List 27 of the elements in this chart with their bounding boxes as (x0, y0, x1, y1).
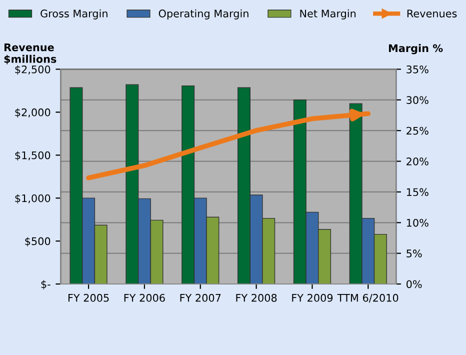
y2-tick-label: 25% (406, 126, 428, 135)
y2-tick-label: 5% (406, 250, 422, 258)
y-tick-label: $- (41, 280, 50, 290)
y-axis-title: Revenue $millions (4, 44, 56, 64)
x-tick-label: FY 2005 (68, 294, 109, 302)
y2-tick-label: 10% (406, 218, 428, 227)
y2-tick-label: 30% (406, 96, 428, 104)
y2-tick-label: 35% (406, 65, 428, 74)
x-tick-label: FY 2009 (292, 294, 333, 302)
x-tick-label: FY 2006 (124, 294, 165, 302)
legend-label: Gross Margin (40, 9, 108, 20)
line-series (86, 111, 371, 180)
y-tick-label: $500 (25, 237, 50, 247)
y-tick-label: $2,000 (15, 108, 50, 118)
x-tick-label: FY 2008 (236, 294, 277, 302)
y2-tick-label: 0% (406, 280, 422, 288)
y2-axis-title: Margin % (388, 44, 443, 54)
y-tick-label: $2,500 (15, 65, 50, 75)
y2-tick-label: 15% (406, 188, 428, 196)
x-tick-label: FY 2007 (180, 294, 221, 302)
y-tick-label: $1,000 (15, 194, 50, 204)
legend-label: Revenues (407, 10, 457, 18)
legend-label: Net Margin (300, 9, 356, 20)
legend-label: Operating Margin (158, 9, 248, 20)
y2-tick-label: 20% (406, 158, 428, 166)
y-tick-label: $1,500 (15, 151, 50, 161)
x-tick-label: TTM 6/2010 (337, 294, 398, 303)
